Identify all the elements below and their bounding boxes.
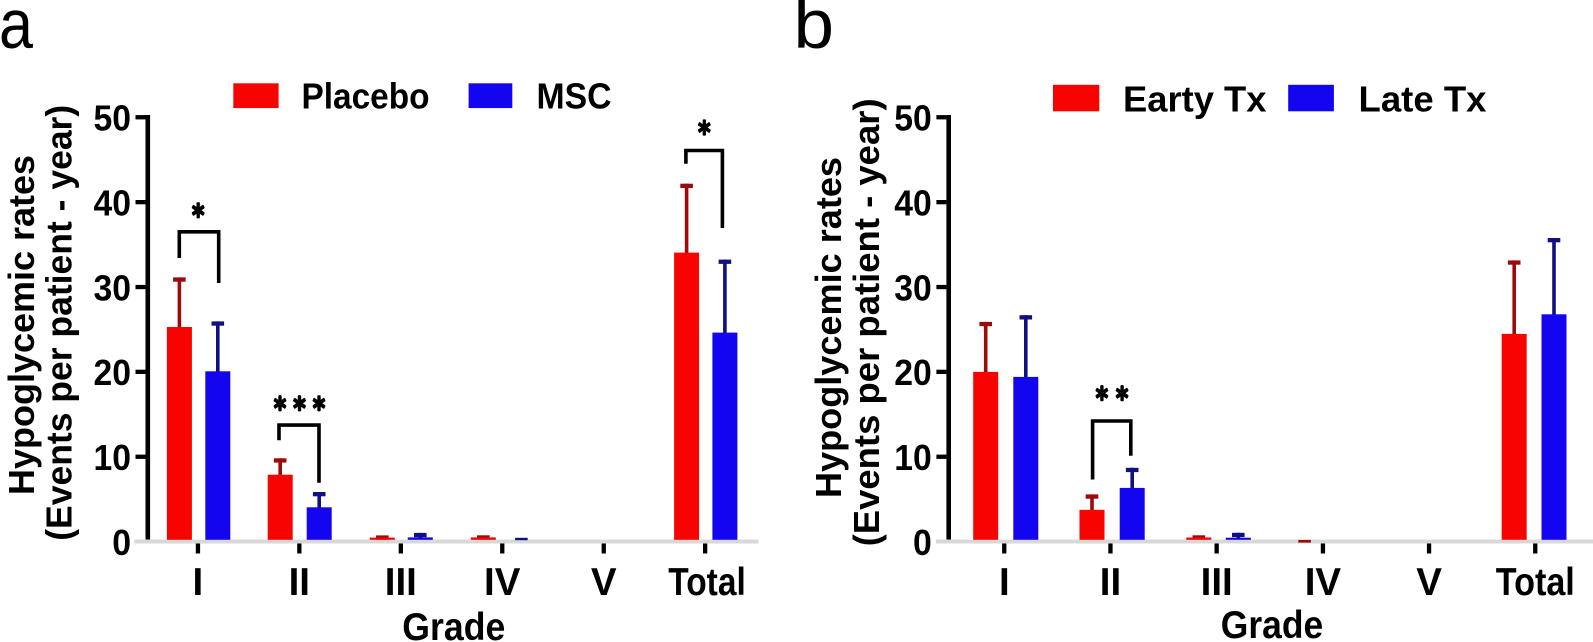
svg-text:V: V (591, 561, 617, 604)
svg-text:III: III (385, 561, 417, 604)
svg-text:30: 30 (94, 267, 132, 308)
svg-text:Hypoglycemic rates: Hypoglycemic rates (1, 155, 42, 495)
svg-text:Grade: Grade (1221, 604, 1324, 642)
svg-text:MSC: MSC (537, 76, 612, 117)
svg-text:Total: Total (1496, 561, 1575, 604)
svg-text:20: 20 (894, 352, 932, 393)
svg-text:10: 10 (94, 437, 132, 478)
svg-text:50: 50 (94, 98, 132, 139)
svg-text:Earty Tx: Earty Tx (1123, 78, 1267, 119)
svg-text:II: II (1100, 561, 1121, 604)
svg-text:III: III (1201, 561, 1233, 604)
svg-text:I: I (999, 561, 1010, 604)
svg-text:IV: IV (1305, 561, 1342, 604)
svg-text:20: 20 (94, 352, 132, 393)
svg-text:IV: IV (484, 561, 521, 604)
svg-text:0: 0 (112, 522, 131, 563)
svg-text:10: 10 (894, 437, 932, 478)
svg-text:Total: Total (668, 561, 746, 604)
svg-text:0: 0 (913, 522, 932, 563)
svg-text:30: 30 (894, 267, 932, 308)
svg-text:(Events per patient - year): (Events per patient - year) (39, 105, 80, 541)
svg-text:50: 50 (894, 98, 932, 139)
svg-text:Late Tx: Late Tx (1359, 78, 1488, 119)
svg-text:b: b (794, 0, 835, 63)
svg-text:II: II (289, 561, 310, 604)
svg-text:Placebo: Placebo (302, 76, 430, 117)
svg-text:V: V (1416, 561, 1442, 604)
svg-text:40: 40 (94, 183, 132, 224)
svg-text:a: a (0, 0, 33, 63)
svg-text:I: I (193, 561, 204, 604)
svg-text:40: 40 (894, 183, 932, 224)
svg-text:Hypoglycemic rates: Hypoglycemic rates (808, 157, 849, 498)
svg-text:(Events per patient - year): (Events per patient - year) (846, 98, 887, 546)
svg-text:Grade: Grade (402, 606, 505, 642)
